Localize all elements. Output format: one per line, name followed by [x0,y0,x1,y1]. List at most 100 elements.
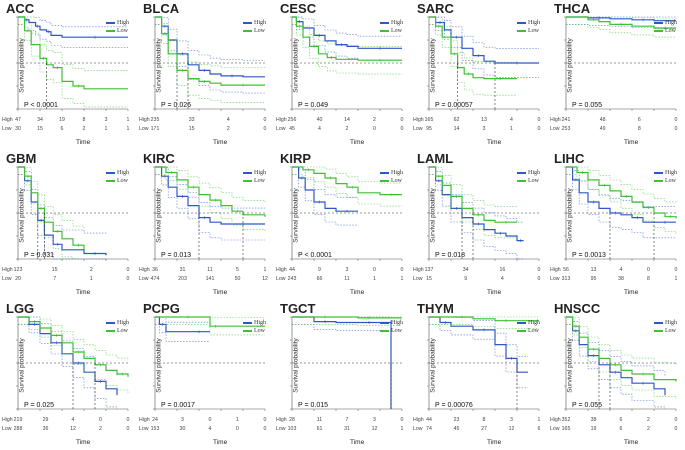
legend-label-high: High [117,170,129,176]
legend-label-low: Low [391,328,402,334]
risk-group-label: Low [550,426,560,432]
risk-count: 20 [15,276,21,282]
survival-curve-low [18,16,128,90]
legend-label-high: High [528,170,540,176]
risk-count: 0 [126,267,130,273]
risk-row-low: Low 253 49 8 0 [550,126,682,135]
risk-count: 6 [619,417,623,423]
p-value: P = 0.026 [161,102,192,109]
legend-label-low: Low [665,328,676,334]
km-panel-cesc: CESC Survival probability P = 0.049 Time Hig… [274,0,411,150]
risk-count: 1 [126,117,130,123]
risk-count: 0 [537,276,541,282]
y-axis-label: Survival probability [566,38,574,93]
legend-item-high: High [106,320,129,328]
legend-swatch-low [654,179,663,182]
survival-curve-low [292,316,402,319]
legend: High Low [517,170,540,186]
legend-swatch-low [106,329,115,332]
ci-lower-low [566,24,676,38]
risk-row-low: Low 313 95 38 8 1 [550,276,682,285]
risk-count: 1 [510,126,513,132]
x-axis-label: Time [487,289,502,296]
risk-count: 9 [318,267,321,273]
risk-row-low: Low 165 19 6 2 0 [550,426,682,435]
ci-upper-low [18,316,129,361]
ci-lower-high [18,174,106,260]
legend-item-low: Low [380,178,403,186]
km-panel-thym: THYM Survival probability P = 0.00076 Time H… [411,300,548,450]
legend-swatch-low [654,29,663,32]
risk-group-label: Low [276,126,286,132]
p-value: P = 0.049 [298,102,329,109]
risk-table: High 352 38 6 2 0 Low 165 19 6 2 0 [550,417,682,435]
risk-count: 3 [181,417,184,423]
legend-item-low: Low [243,178,266,186]
risk-count: 50 [234,276,241,282]
ci-upper-low [155,166,266,202]
legend-swatch-high [380,321,389,324]
risk-count: 4 [500,276,504,282]
risk-count: 62 [453,117,460,123]
ci-upper-high [429,166,524,223]
risk-count: 2 [345,126,349,132]
legend-label-high: High [254,20,266,26]
risk-count: 0 [674,267,678,273]
risk-table: High 44 23 8 3 1 Low 74 45 27 12 6 [413,417,545,435]
risk-count: 0 [537,126,541,132]
legend-item-low: Low [380,28,403,36]
ci-upper-low [566,166,677,204]
km-panel-gbm: GBM Survival probability P = 0.031 Time High… [0,150,137,300]
km-plot [16,16,129,111]
legend-swatch-high [380,171,389,174]
x-axis-label: Time [213,139,228,146]
legend-swatch-high [654,171,663,174]
p-value: P = 0.031 [24,252,55,259]
legend-swatch-low [243,179,252,182]
ci-lower-low [18,24,128,108]
risk-count: 12 [70,426,76,432]
risk-row-high: High 235 33 4 0 [139,117,271,126]
p-value: P = 0.025 [24,402,55,409]
risk-count: 0 [674,426,678,432]
ci-lower-low [292,24,402,75]
risk-table: High 56 13 4 0 0 Low 313 95 38 8 1 [550,267,682,285]
risk-row-high: High 165 62 13 4 0 [413,117,545,126]
p-value: P = 0.055 [572,102,603,109]
risk-count: 0 [674,117,678,123]
y-axis-label: Survival probability [18,188,26,243]
risk-group-label: High [2,267,13,273]
y-axis-label: Survival probability [429,38,437,93]
survival-curve-low [566,316,677,382]
y-axis-label: Survival probability [292,38,300,93]
ci-upper-high [18,16,128,28]
risk-count: 30 [15,126,21,132]
risk-count: 1 [236,417,239,423]
risk-count: 0 [674,126,678,132]
legend-item-low: Low [243,28,266,36]
risk-group-label: Low [139,276,149,282]
risk-count: 3 [345,267,349,273]
risk-count: 45 [453,426,460,432]
risk-group-label: Low [2,276,12,282]
risk-table: High 241 48 6 0 Low 253 49 8 0 [550,117,682,135]
y-axis-label: Survival probability [292,188,300,243]
risk-group-label: High [139,417,150,423]
y-axis-label: Survival probability [18,38,26,93]
panel-title: HNSCC [554,301,601,316]
risk-count: 24 [152,417,158,423]
survival-curve-low [566,166,677,219]
risk-group-label: Low [550,276,560,282]
legend: High Low [243,170,266,186]
panel-title: LAML [417,151,454,166]
risk-count: 3 [482,126,486,132]
legend-swatch-low [517,329,526,332]
legend-item-high: High [654,170,677,178]
risk-count: 474 [150,276,160,282]
risk-count: 1 [89,276,93,282]
x-axis-label: Time [350,139,365,146]
y-axis-label: Survival probability [155,338,163,393]
risk-count: 38 [618,276,624,282]
legend-label-low: Low [665,178,676,184]
risk-count: 74 [426,426,432,432]
